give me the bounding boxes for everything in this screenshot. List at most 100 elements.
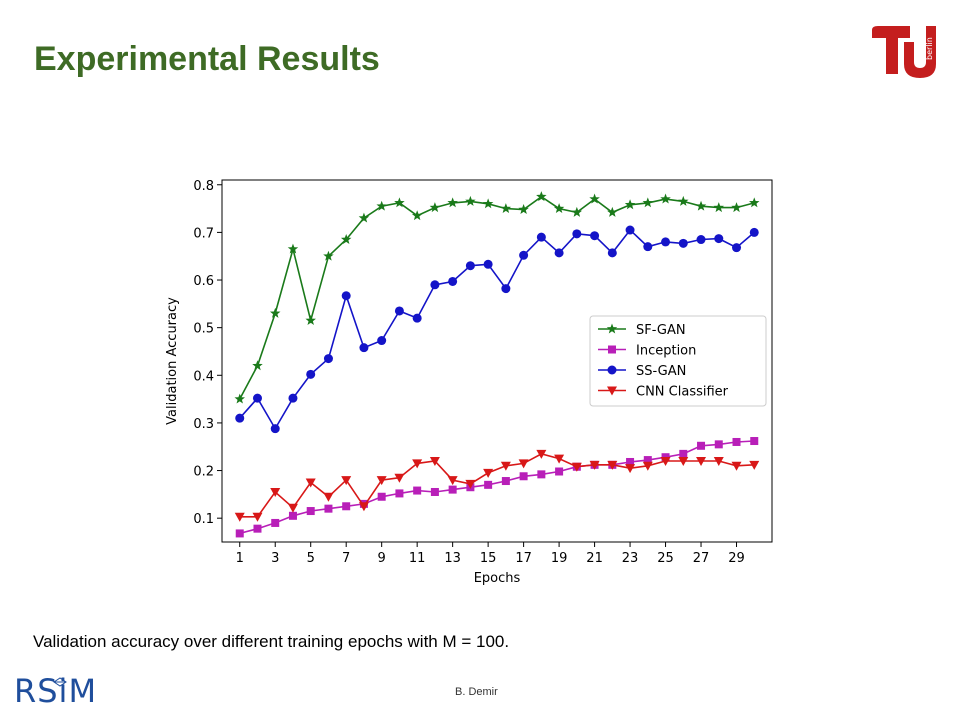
series-inception <box>235 437 759 538</box>
data-point-sf-gan <box>500 203 512 214</box>
data-point-sf-gan <box>394 197 405 208</box>
data-point-cnn-classifier <box>731 461 742 471</box>
data-point-inception <box>271 518 280 527</box>
data-point-cnn-classifier <box>660 457 671 467</box>
x-tick-label: 29 <box>728 551 745 566</box>
data-point-cnn-classifier <box>536 449 547 459</box>
data-point-inception <box>732 437 741 446</box>
data-point-inception <box>395 489 404 498</box>
x-tick-label: 21 <box>586 551 603 566</box>
data-point-cnn-classifier <box>625 464 636 474</box>
data-point-inception <box>306 507 315 516</box>
data-point-cnn-classifier <box>696 457 707 467</box>
data-point-inception <box>555 467 564 476</box>
data-point-inception <box>537 470 546 479</box>
data-point-ss-gan <box>323 354 333 364</box>
data-point-inception <box>501 477 510 486</box>
data-point-ss-gan <box>572 229 582 239</box>
data-point-sf-gan <box>678 195 689 206</box>
slide-title: Experimental Results <box>34 40 380 78</box>
x-tick-label: 11 <box>409 551 426 566</box>
x-tick-label: 25 <box>657 551 674 566</box>
legend-box <box>589 315 767 407</box>
data-point-sf-gan <box>607 206 618 217</box>
data-point-ss-gan <box>678 238 688 248</box>
data-point-sf-gan <box>340 234 352 244</box>
x-tick-label: 19 <box>551 551 568 566</box>
data-point-cnn-classifier <box>323 492 334 502</box>
data-point-sf-gan <box>287 243 299 254</box>
plot-frame <box>221 179 773 543</box>
data-point-ss-gan <box>412 313 422 323</box>
data-point-ss-gan <box>536 232 546 242</box>
x-tick-label: 5 <box>307 551 315 566</box>
y-tick-label: 0.3 <box>193 417 214 432</box>
data-point-sf-gan <box>429 202 441 213</box>
data-point-sf-gan <box>660 193 671 204</box>
data-point-sf-gan <box>358 212 370 223</box>
data-point-cnn-classifier <box>429 457 440 467</box>
rsim-logo: RSiM <box>14 672 98 710</box>
data-point-inception <box>342 502 351 511</box>
data-point-sf-gan <box>589 193 600 204</box>
data-point-inception <box>288 511 297 520</box>
data-point-inception <box>679 449 688 458</box>
series-sf-gan <box>234 191 760 404</box>
data-point-cnn-classifier <box>358 502 369 512</box>
data-point-ss-gan <box>607 248 617 258</box>
data-point-sf-gan <box>411 210 423 221</box>
legend-marker-cnn-classifier <box>607 386 617 396</box>
data-point-ss-gan <box>519 250 529 260</box>
chart-container: 1 3 5 7 9 11 13 15 17 19 21 23 25 27 29 0.1 0.2 0.3 0.4 0.5… <box>160 168 780 588</box>
data-point-ss-gan <box>465 261 475 271</box>
x-axis-label: Epochs <box>474 571 521 586</box>
data-point-ss-gan <box>448 276 458 286</box>
series-line-cnn-classifier <box>239 453 755 518</box>
data-point-sf-gan <box>695 200 707 211</box>
legend-marker-inception <box>608 345 616 354</box>
series-ss-gan <box>235 225 759 434</box>
data-point-sf-gan <box>376 200 387 211</box>
data-point-ss-gan <box>501 284 511 294</box>
data-point-ss-gan <box>394 306 404 316</box>
x-tick-label: 15 <box>480 551 497 566</box>
x-tick-label: 3 <box>271 551 279 566</box>
data-point-cnn-classifier <box>607 460 618 470</box>
data-point-sf-gan <box>518 204 529 214</box>
x-tick-label: 17 <box>515 551 532 566</box>
data-point-ss-gan <box>252 393 262 403</box>
rsim-logo-icon <box>53 677 67 687</box>
data-point-cnn-classifier <box>749 460 760 470</box>
data-point-cnn-classifier <box>287 503 298 513</box>
data-point-cnn-classifier <box>642 461 653 471</box>
data-point-ss-gan <box>377 336 387 346</box>
data-point-ss-gan <box>732 243 742 253</box>
data-point-sf-gan <box>642 197 654 208</box>
data-point-cnn-classifier <box>412 459 423 469</box>
data-point-inception <box>413 486 422 495</box>
data-point-cnn-classifier <box>270 487 281 497</box>
data-point-ss-gan <box>696 235 706 245</box>
x-tick-label: 1 <box>236 551 244 566</box>
data-point-inception <box>484 480 493 489</box>
data-point-ss-gan <box>341 291 351 301</box>
data-point-sf-gan <box>553 203 565 214</box>
data-point-ss-gan <box>590 231 600 241</box>
data-point-cnn-classifier <box>678 457 689 467</box>
data-point-cnn-classifier <box>571 462 582 472</box>
author-footer: B. Demir <box>455 686 498 698</box>
y-tick-label: 0.8 <box>193 179 214 194</box>
x-tick-label: 13 <box>444 551 461 566</box>
data-point-cnn-classifier <box>483 468 494 478</box>
data-point-sf-gan <box>234 393 245 404</box>
x-tick-label: 9 <box>378 551 386 566</box>
data-point-ss-gan <box>661 237 671 247</box>
data-point-inception <box>697 441 706 450</box>
data-point-inception <box>430 487 439 496</box>
data-point-sf-gan <box>482 198 494 209</box>
y-axis-label: Validation Accuracy <box>165 297 180 425</box>
data-point-inception <box>377 492 386 501</box>
data-point-sf-gan <box>252 360 263 371</box>
data-point-ss-gan <box>306 369 316 379</box>
data-point-inception <box>714 440 723 449</box>
